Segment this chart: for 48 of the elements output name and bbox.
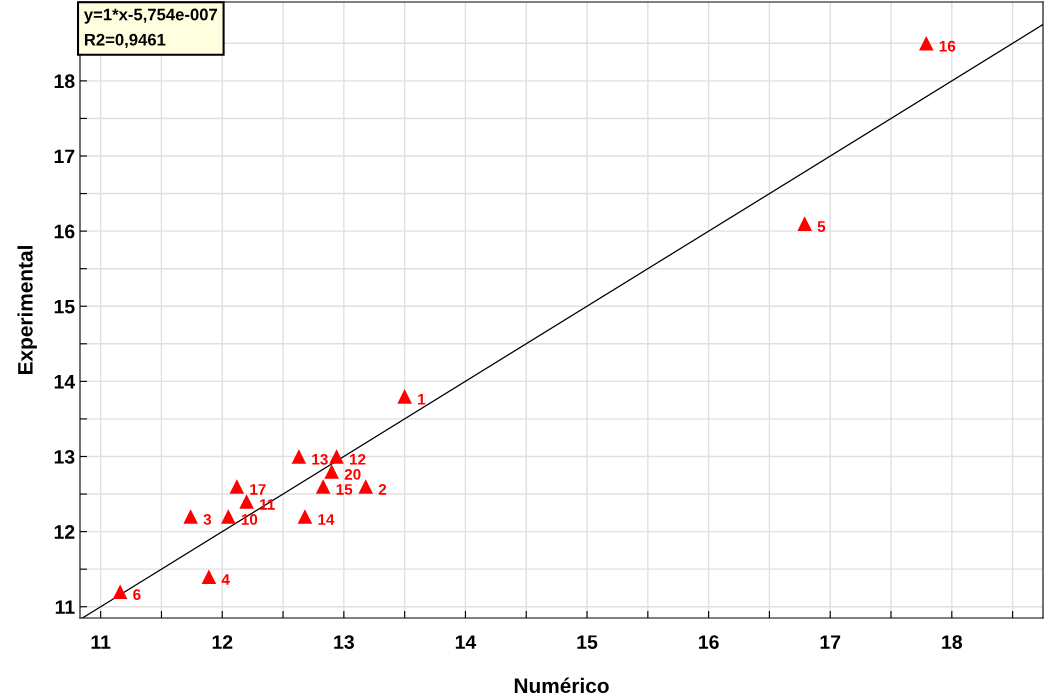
y-tick-label: 11 — [55, 600, 75, 614]
x-tick-label: 11 — [91, 635, 111, 649]
x-tick-label: 13 — [334, 635, 354, 649]
point — [291, 449, 307, 464]
annotation: 16 — [939, 40, 956, 52]
point — [324, 464, 339, 479]
annotation: 3 — [203, 514, 212, 525]
x-tick-label: 16 — [699, 635, 719, 649]
annotation: 20 — [344, 468, 361, 480]
annotation: 4 — [221, 574, 230, 585]
annotation: 5 — [817, 221, 826, 232]
point — [797, 216, 812, 231]
y-axis-title: Experimental — [17, 246, 37, 375]
annotation: 14 — [318, 514, 335, 525]
annotation: 10 — [241, 514, 258, 525]
x-tick-label: 12 — [212, 635, 233, 649]
point — [315, 479, 331, 494]
y-tick-label: 13 — [54, 449, 75, 464]
annotation: 2 — [378, 483, 387, 495]
x-tick-label: 18 — [942, 635, 963, 649]
y-tick-label: 12 — [54, 525, 75, 539]
annotation: 15 — [336, 484, 353, 495]
point — [201, 569, 217, 584]
point — [297, 509, 313, 524]
x-tick-label: 14 — [455, 635, 477, 649]
y-tick-label: 14 — [54, 375, 76, 389]
point — [329, 449, 344, 464]
annotation: 13 — [312, 453, 328, 465]
point — [239, 494, 254, 509]
y-tick-label: 17 — [54, 149, 75, 164]
point — [183, 509, 198, 524]
annotation: 6 — [133, 589, 141, 600]
point — [358, 479, 374, 494]
point — [229, 479, 245, 494]
annotation: y=1*x-5,754e-007 R2=0,9461 — [83, 8, 218, 49]
y-tick-label: 15 — [54, 299, 75, 314]
point — [918, 36, 934, 51]
point — [397, 389, 412, 404]
x-axis-title: Numérico — [514, 677, 609, 694]
x-tick-label: 17 — [820, 635, 841, 649]
point — [112, 584, 128, 599]
point — [221, 509, 236, 524]
annotation: 1 — [418, 394, 426, 405]
y-tick-label: 16 — [54, 224, 75, 239]
annotation: 12 — [350, 453, 366, 465]
annotation: 17 — [250, 484, 266, 495]
x-tick-label: 15 — [577, 635, 598, 649]
y-tick-label: 18 — [54, 74, 75, 89]
